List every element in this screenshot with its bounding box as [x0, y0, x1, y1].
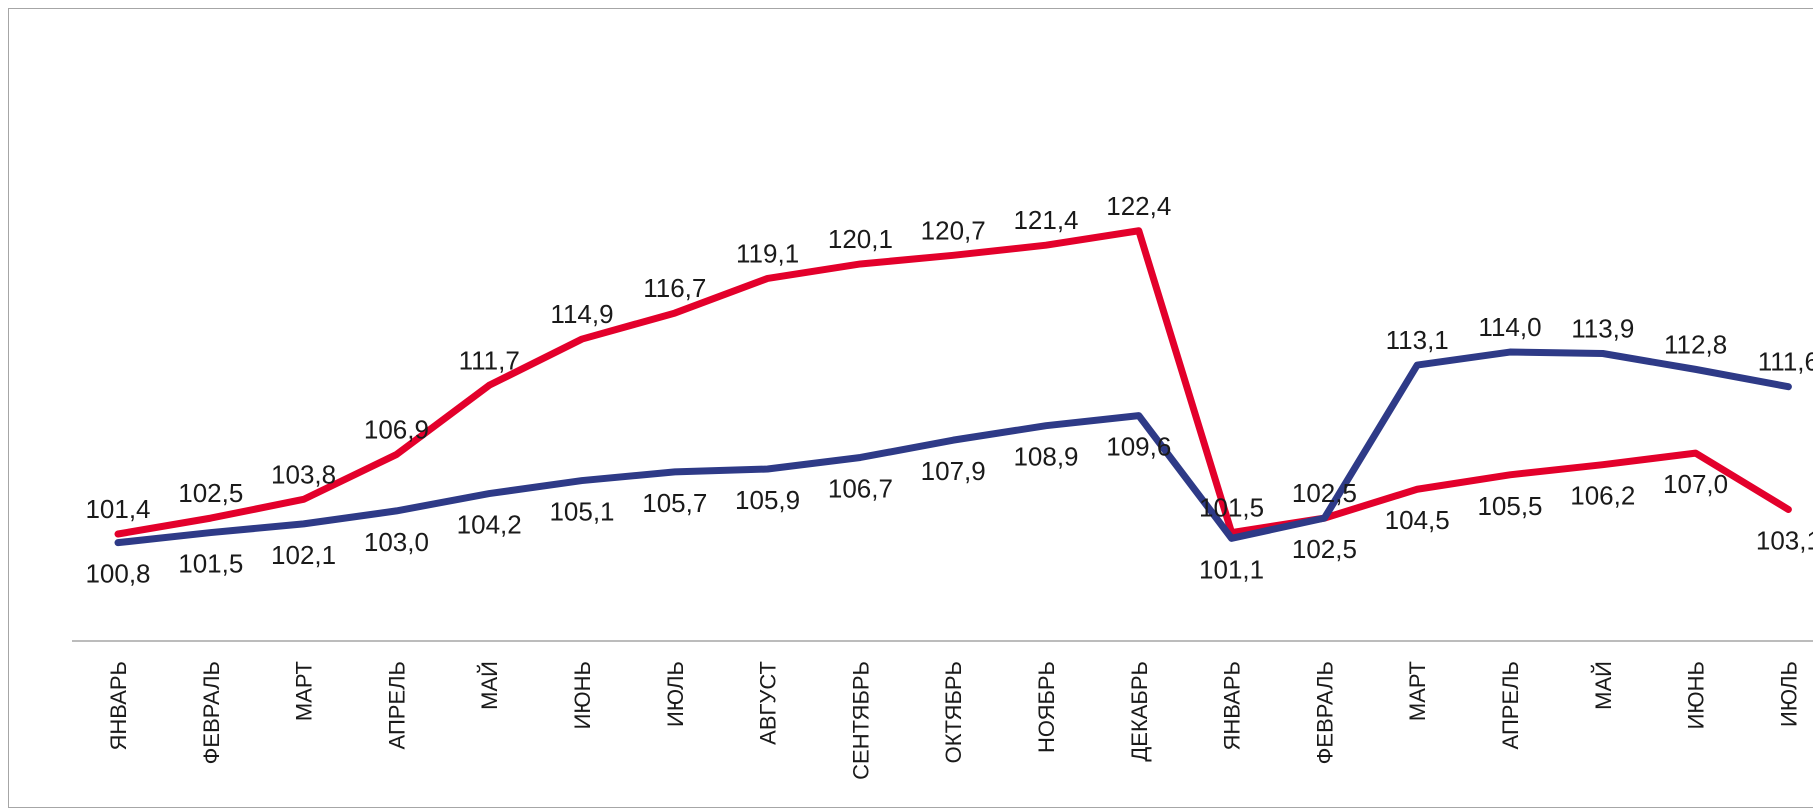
data-label-series-2: 102,5: [1292, 534, 1357, 564]
data-label-series-1: 103,8: [271, 459, 336, 489]
data-label-series-2: 104,2: [457, 510, 522, 540]
x-tick-label: СЕНТЯБРЬ: [848, 661, 873, 780]
chart-frame: [8, 8, 1813, 808]
data-label-series-2: 108,9: [1013, 442, 1078, 472]
x-tick-label: ДЕКАБРЬ: [1127, 661, 1152, 762]
data-label-series-2: 106,7: [828, 473, 893, 503]
data-label-series-1: 107,0: [1663, 469, 1728, 499]
data-label-series-2: 113,1: [1386, 325, 1449, 355]
data-label-series-1: 105,5: [1477, 491, 1542, 521]
x-tick-label: ИЮНЬ: [1684, 661, 1709, 729]
x-tick-label: ФЕВРАЛЬ: [199, 661, 224, 764]
data-label-series-2: 111,6: [1758, 347, 1813, 377]
data-label-series-2: 101,1: [1199, 554, 1264, 584]
x-tick-label: АПРЕЛЬ: [1498, 661, 1523, 749]
data-label-series-1: 103,1: [1756, 525, 1813, 555]
data-label-series-1: 102,5: [1292, 478, 1357, 508]
data-label-series-2: 107,9: [921, 456, 986, 486]
x-tick-label: ОКТЯБРЬ: [941, 661, 966, 763]
data-label-series-1: 101,4: [85, 494, 150, 524]
data-label-series-1: 106,9: [364, 415, 429, 445]
data-label-series-2: 109,6: [1106, 432, 1171, 462]
data-label-series-1: 114,9: [550, 299, 613, 329]
data-label-series-2: 103,0: [364, 527, 429, 557]
x-tick-label: МАРТ: [1405, 661, 1430, 721]
x-tick-label: ФЕВРАЛЬ: [1312, 661, 1337, 764]
x-tick-label: МАЙ: [477, 661, 502, 710]
data-label-series-1: 120,1: [828, 224, 893, 254]
data-label-series-2: 112,8: [1664, 329, 1727, 359]
x-tick-label: ИЮНЬ: [570, 661, 595, 729]
data-label-series-1: 121,4: [1013, 205, 1078, 235]
x-tick-label: ИЮЛЬ: [1776, 661, 1801, 727]
data-label-series-1: 106,2: [1570, 481, 1635, 511]
data-label-series-1: 120,7: [921, 215, 986, 245]
data-label-series-2: 113,9: [1571, 314, 1634, 344]
data-label-series-2: 105,7: [642, 488, 707, 518]
data-label-series-1: 104,5: [1385, 505, 1450, 535]
data-label-series-1: 102,5: [178, 478, 243, 508]
x-tick-label: НОЯБРЬ: [1034, 661, 1059, 753]
x-tick-label: АВГУСТ: [756, 661, 781, 745]
x-tick-label: ЯНВАРЬ: [106, 661, 131, 751]
data-label-series-2: 105,1: [549, 497, 614, 527]
data-label-series-2: 105,9: [735, 485, 800, 515]
series-line-1: [114, 227, 1792, 538]
data-label-series-2: 101,5: [178, 549, 243, 579]
data-label-series-1: 122,4: [1106, 191, 1171, 221]
series-line-2: [114, 348, 1792, 547]
data-label-series-2: 102,1: [271, 540, 336, 570]
data-label-series-1: 116,7: [643, 273, 706, 303]
data-label-series-1: 119,1: [736, 238, 799, 268]
data-label-series-1: 101,5: [1199, 493, 1264, 523]
data-label-series-1: 111,7: [459, 345, 520, 375]
data-label-series-2: 100,8: [85, 559, 150, 589]
x-tick-label: МАЙ: [1591, 661, 1616, 710]
x-tick-label: АПРЕЛЬ: [384, 661, 409, 749]
x-tick-label: ЯНВАРЬ: [1220, 661, 1245, 751]
x-tick-label: МАРТ: [292, 661, 317, 721]
x-tick-label: ИЮЛЬ: [663, 661, 688, 727]
data-label-series-2: 114,0: [1478, 312, 1541, 342]
